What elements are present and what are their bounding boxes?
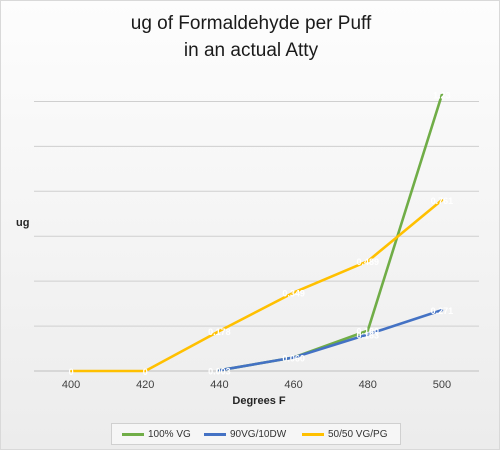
series-lines bbox=[69, 93, 444, 373]
x-tick-label: 460 bbox=[284, 379, 302, 391]
x-tick-label: 480 bbox=[359, 379, 377, 391]
x-axis: 400 420 440 460 480 500 bbox=[34, 370, 479, 391]
data-label: 0.163 bbox=[356, 330, 379, 340]
legend-item: 90VG/10DW bbox=[204, 424, 286, 444]
series-line bbox=[218, 308, 444, 372]
legend-label: 90VG/10DW bbox=[230, 428, 287, 440]
x-tick-label: 400 bbox=[62, 379, 80, 391]
data-label: 0.761 bbox=[431, 196, 454, 206]
y-axis-label: ug bbox=[16, 217, 30, 229]
data-label: 0 bbox=[143, 367, 148, 377]
legend-swatch bbox=[122, 432, 144, 436]
x-tick-label: 420 bbox=[136, 379, 154, 391]
data-labels: 0.180 1.23 0.003 0.060 0.163 0.271 0 0 0.178 0.34… bbox=[69, 91, 454, 377]
x-tick-label: 440 bbox=[210, 379, 228, 391]
data-label: 0.489 bbox=[356, 257, 379, 267]
data-label: 0.271 bbox=[431, 306, 454, 316]
series-line bbox=[218, 93, 444, 372]
legend: 100% VG 90VG/10DW 50/50 VG/PG bbox=[111, 423, 401, 445]
data-label: 0.180 bbox=[356, 327, 379, 337]
chart-title-line-1: ug of Formaldehyde per Puff bbox=[130, 13, 372, 34]
data-label: 0 bbox=[69, 367, 74, 377]
legend-item: 50/50 VG/PG bbox=[302, 424, 387, 444]
x-axis-label: Degrees F bbox=[232, 395, 285, 407]
legend-swatch bbox=[302, 432, 324, 436]
gridlines bbox=[34, 100, 479, 327]
data-label: 0.003 bbox=[208, 366, 231, 376]
legend-item: 100% VG bbox=[122, 424, 191, 444]
x-tick-label: 500 bbox=[433, 379, 451, 391]
legend-swatch bbox=[204, 432, 226, 436]
data-label: 0.060 bbox=[282, 354, 305, 364]
data-label: 1.23 bbox=[433, 91, 451, 101]
data-label: 0.349 bbox=[282, 289, 305, 299]
series-line bbox=[69, 198, 444, 373]
legend-label: 50/50 VG/PG bbox=[328, 428, 388, 440]
data-label: 0.178 bbox=[208, 327, 231, 337]
legend-label: 100% VG bbox=[148, 428, 191, 440]
chart-title-line-2: in an actual Atty bbox=[183, 40, 319, 61]
